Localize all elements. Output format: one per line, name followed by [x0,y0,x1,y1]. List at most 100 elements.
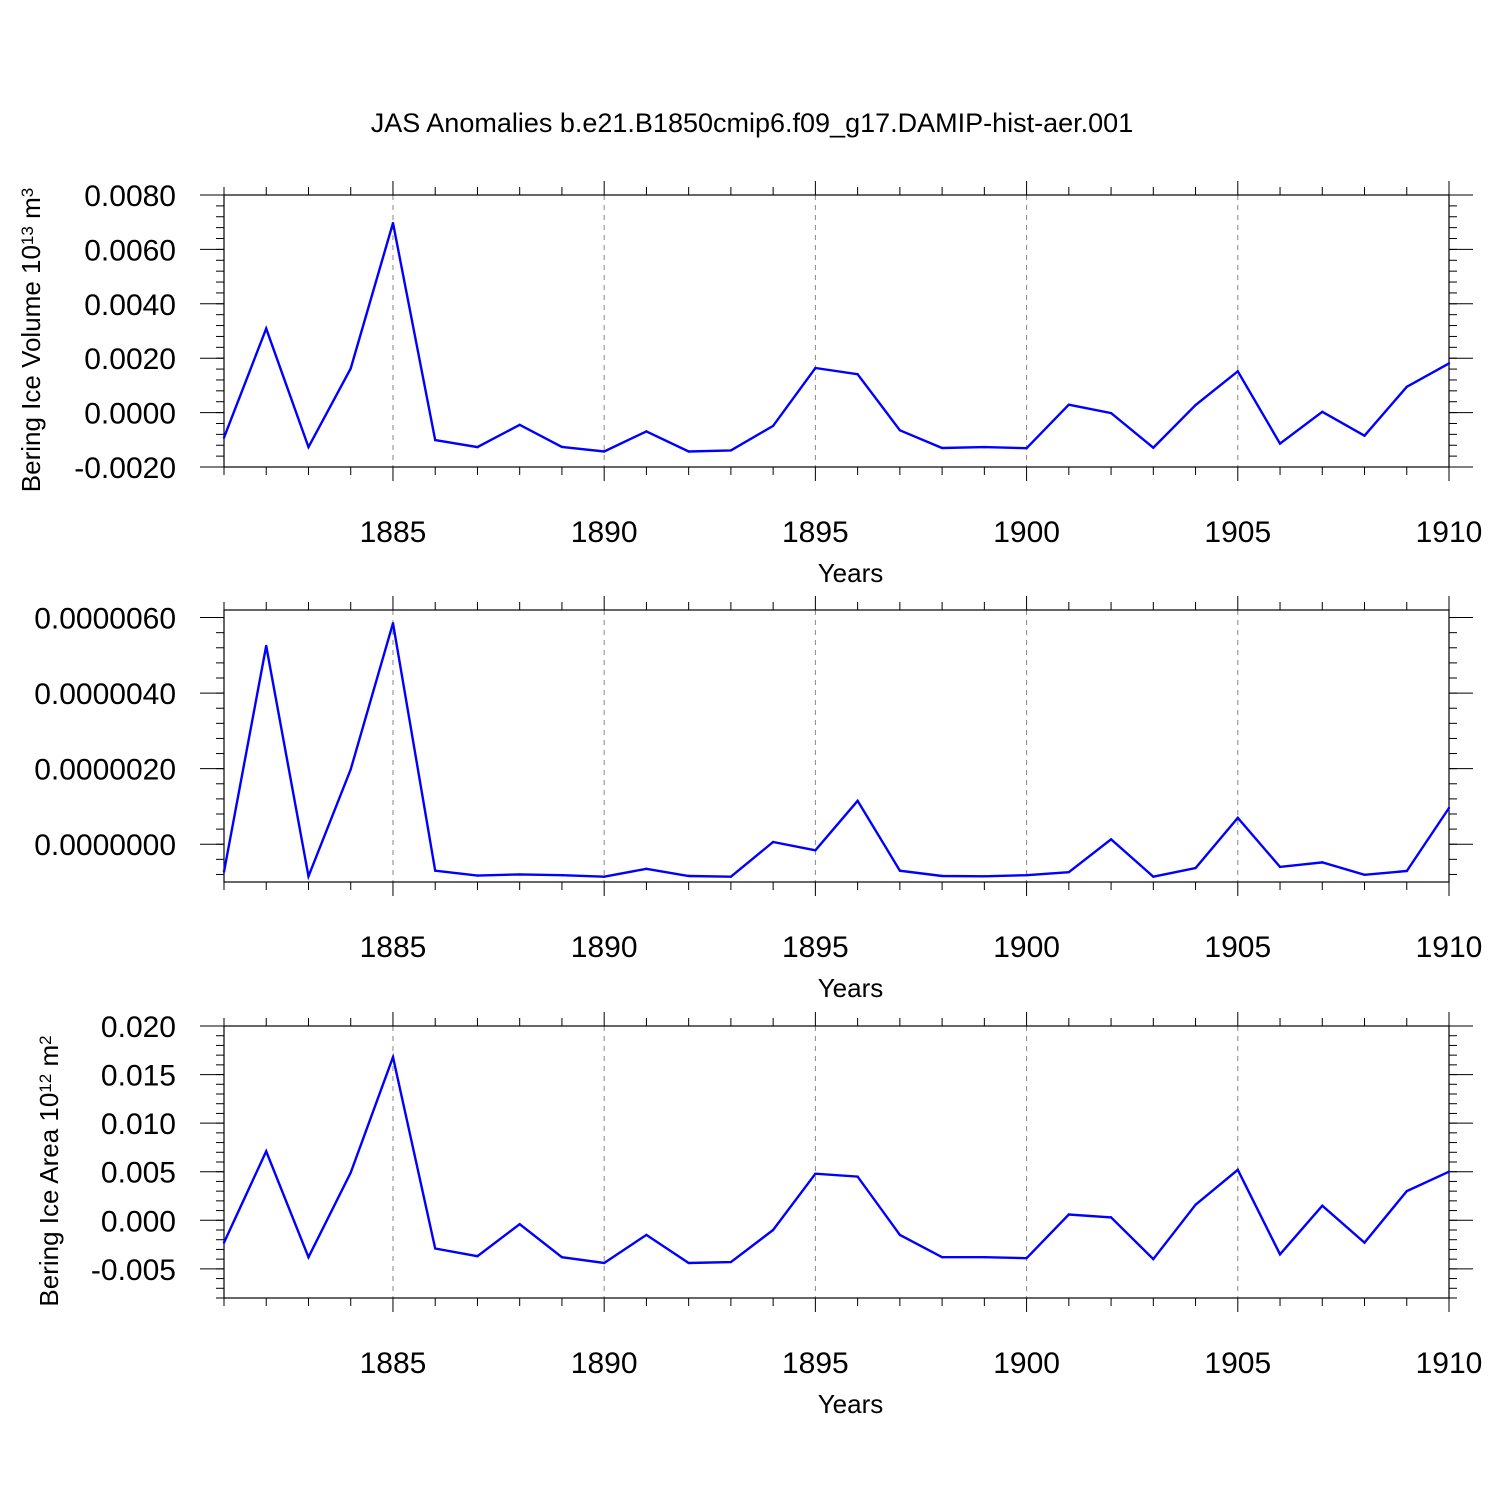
y-tick-label: -0.0020 [74,452,176,485]
y-tick-label: 0.000 [101,1205,176,1238]
data-point [391,1055,395,1059]
data-point [1278,865,1282,869]
data-point [560,874,564,877]
data-point [898,869,902,872]
x-tick-label: 1895 [782,516,849,549]
data-point [729,449,733,452]
data-point [434,438,437,442]
data-point [898,1233,902,1237]
x-tick-label: 1900 [993,1347,1060,1380]
data-point [1152,446,1155,449]
data-point [1278,442,1282,445]
data-point [602,1261,606,1265]
x-tick-label: 1910 [1416,1347,1483,1380]
data-point [1363,434,1366,437]
y-axis-label-part: m [34,1045,64,1074]
x-tick-label: 1890 [571,1347,638,1380]
data-point [1067,1213,1071,1216]
x-tick-label: 1890 [571,931,638,964]
data-point [771,424,775,428]
data-point [1405,869,1408,873]
x-tick-label: 1885 [360,931,427,964]
data-point [1321,410,1324,413]
y-tick-label: 0.0000040 [34,678,176,711]
data-point [1152,1257,1155,1261]
x-tick-label: 1900 [993,516,1060,549]
data-point [898,429,902,432]
data-point [391,622,395,625]
data-point [1321,1204,1324,1207]
x-tick-label: 1895 [782,1347,849,1380]
data-point [222,870,226,873]
data-point [265,644,268,648]
data-point [1405,1189,1408,1193]
data-point [1109,838,1113,841]
data-point [940,1256,944,1259]
y-axis-label-superscript: 3 [18,188,37,197]
data-point [687,450,690,453]
data-point [645,1233,648,1237]
data-point [307,1256,310,1259]
chart-panel-3: 1885 1890 1895 1900 1905 1910 Years -0.005 0.000… [34,1011,1482,1419]
data-point [560,1256,564,1259]
data-point [940,874,944,878]
data-point [687,1261,690,1265]
chart-panel-2: 1885 1890 1895 1900 1905 1910 Years 0.0000000 0.… [34,596,1482,1003]
data-point [222,1241,226,1244]
y-tick-label: 0.0080 [84,180,176,213]
y-tick-label: 0.0040 [84,289,176,322]
data-point [1236,816,1239,819]
data-point [856,799,859,802]
data-point [1109,1216,1113,1219]
y-tick-label: 0.0060 [84,234,176,267]
y-axis-label-part: Bering Ice Area 10 [34,1093,64,1307]
data-point [1405,385,1408,388]
data-point [391,221,395,225]
data-point [265,327,268,330]
y-tick-label: -0.005 [91,1254,176,1287]
y-axis-label: Bering Ice Area 1012 m2 [34,1035,64,1306]
x-tick-label: 1910 [1416,931,1483,964]
data-point [349,1171,352,1174]
data-point [814,849,817,852]
data-point [814,1172,817,1175]
y-tick-label: 0.010 [101,1108,176,1141]
data-point [771,1228,775,1232]
data-point [645,430,648,433]
y-tick-label: 0.015 [101,1060,176,1093]
data-point [856,373,859,376]
data-point [518,1222,521,1226]
y-axis-label-part: Bering Ice Volume 10 [16,245,46,492]
data-point [940,446,944,450]
data-point [1025,874,1028,877]
chart-panel-1: 1885 1890 1895 1900 1905 1910 Years -0.0020 0.00… [16,180,1482,588]
data-point [518,423,521,427]
data-point [1236,370,1239,373]
plot-frame [223,194,1450,468]
data-point [1194,1203,1197,1206]
data-point [1278,1253,1282,1256]
y-tick-label: 0.005 [101,1157,176,1190]
data-point [729,1260,733,1264]
data-point [1067,870,1071,874]
data-point [729,875,733,878]
data-point [1447,1170,1451,1173]
y-axis-label-superscript: 12 [36,1074,55,1093]
data-point [856,1175,859,1178]
x-tick-label: 1905 [1204,931,1271,964]
data-point [1194,866,1197,870]
x-tick-label: 1885 [360,1347,427,1380]
figure-title: JAS Anomalies b.e21.B1850cmip6.f09_g17.D… [371,108,1133,138]
data-point [434,869,437,872]
data-point [1236,1168,1239,1171]
x-tick-label: 1885 [360,516,427,549]
x-axis-label: Years [818,558,884,588]
data-point [1152,875,1155,878]
data-point [1109,411,1113,415]
data-point [771,840,775,844]
data-point [1025,447,1028,450]
x-tick-label: 1910 [1416,516,1483,549]
y-axis-label-superscript: 13 [18,226,37,245]
chart-panels: 1885 1890 1895 1900 1905 1910 Years -0.0020 0.00… [16,180,1482,1419]
